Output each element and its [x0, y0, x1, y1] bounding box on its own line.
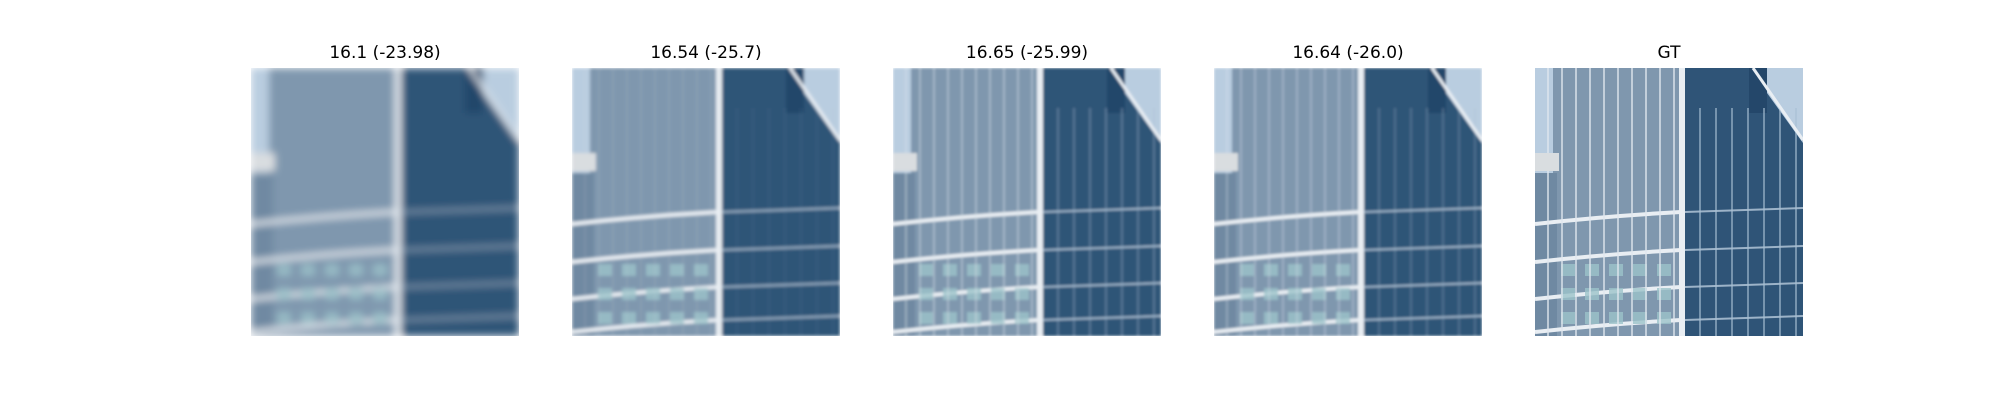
panel-5: GT	[1535, 0, 1803, 400]
panel-1: 16.1 (-23.98)	[251, 0, 519, 400]
panel-image	[893, 68, 1161, 336]
panel-3: 16.65 (-25.99)	[893, 0, 1161, 400]
panel-image	[572, 68, 840, 336]
panel-title: GT	[1657, 43, 1681, 63]
panel-image	[1535, 68, 1803, 336]
panel-title: 16.1 (-23.98)	[329, 43, 441, 63]
panel-title: 16.64 (-26.0)	[1292, 43, 1404, 63]
panel-title: 16.65 (-25.99)	[965, 43, 1089, 63]
panel-image	[251, 68, 519, 336]
panel-4: 16.64 (-26.0)	[1214, 0, 1482, 400]
panel-image	[1214, 68, 1482, 336]
panel-2: 16.54 (-25.7)	[572, 0, 840, 400]
panel-title: 16.54 (-25.7)	[650, 43, 762, 63]
